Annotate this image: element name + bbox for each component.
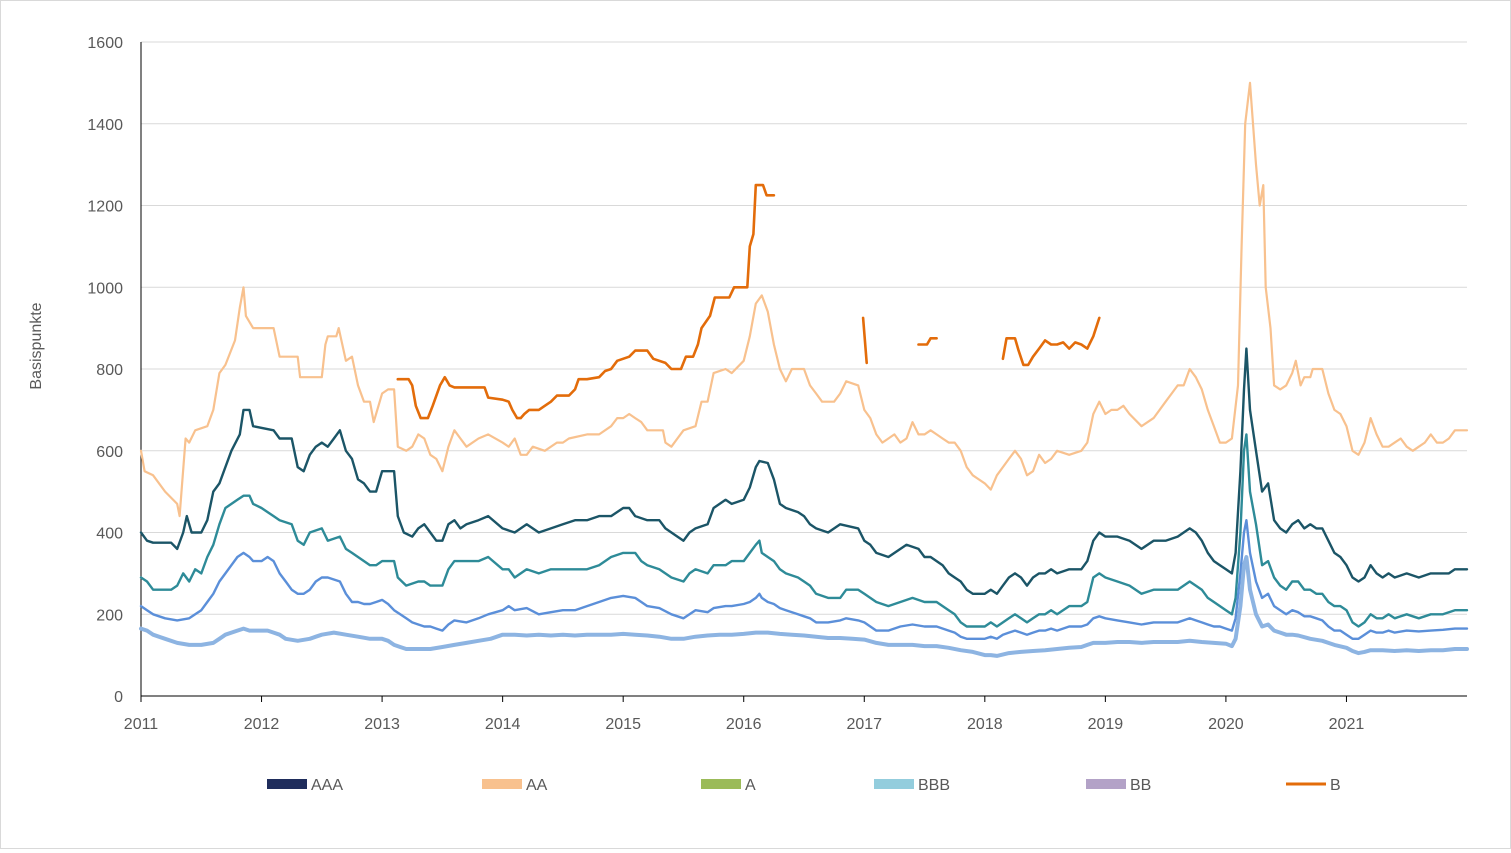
y-tick-label: 200 [96, 607, 123, 624]
y-tick-label: 800 [96, 362, 123, 379]
series-line-1 [861, 316, 869, 365]
y-tick-label: 1200 [87, 199, 123, 216]
series-line-1 [917, 336, 938, 346]
series-line-4 [139, 519, 1469, 640]
y-axis-label: Basispunkte [28, 302, 45, 389]
x-tick-label: 2011 [124, 716, 159, 733]
y-tick-label: 1000 [87, 280, 123, 297]
series-line-5 [139, 555, 1469, 658]
legend-swatch [701, 779, 741, 789]
series-line-2 [139, 347, 1469, 595]
legend: AAA AA A BBB BB B [267, 777, 1341, 794]
y-tick-label: 1600 [87, 35, 123, 52]
x-tick-label: 2012 [244, 716, 280, 733]
x-tick-labels: 2011 2012 2013 2014 2015 2016 2017 2018 2019 2020… [124, 716, 1365, 733]
y-tick-labels: 0 200 400 600 800 1000 1200 1400 1600 [87, 35, 123, 706]
series-line-1 [396, 183, 776, 420]
y-tick-label: 0 [114, 689, 123, 706]
x-tick-label: 2020 [1208, 716, 1244, 733]
x-tick-label: 2013 [364, 716, 400, 733]
axes [140, 42, 1467, 702]
legend-label: AAA [311, 777, 343, 794]
legend-label: A [745, 777, 756, 794]
legend-swatch [267, 779, 307, 789]
x-tick-label: 2017 [846, 716, 882, 733]
legend-swatch [874, 779, 914, 789]
series-line-0 [139, 81, 1469, 518]
legend-label: B [1330, 777, 1341, 794]
series-lines [139, 81, 1469, 658]
y-tick-label: 600 [96, 444, 123, 461]
x-tick-label: 2015 [605, 716, 641, 733]
x-tick-label: 2019 [1088, 716, 1124, 733]
x-tick-label: 2021 [1329, 716, 1365, 733]
x-tick-label: 2018 [967, 716, 1003, 733]
legend-swatch [482, 779, 522, 789]
series-line-3 [139, 433, 1469, 628]
legend-label: BB [1130, 777, 1151, 794]
x-tick-label: 2014 [485, 716, 521, 733]
series-line-1 [1001, 316, 1101, 367]
legend-label: AA [526, 777, 548, 794]
gridlines [141, 41, 1467, 615]
y-tick-label: 400 [96, 526, 123, 543]
x-tick-label: 2016 [726, 716, 762, 733]
legend-swatch [1086, 779, 1126, 789]
legend-label: BBB [918, 777, 950, 794]
y-tick-label: 1400 [87, 117, 123, 134]
